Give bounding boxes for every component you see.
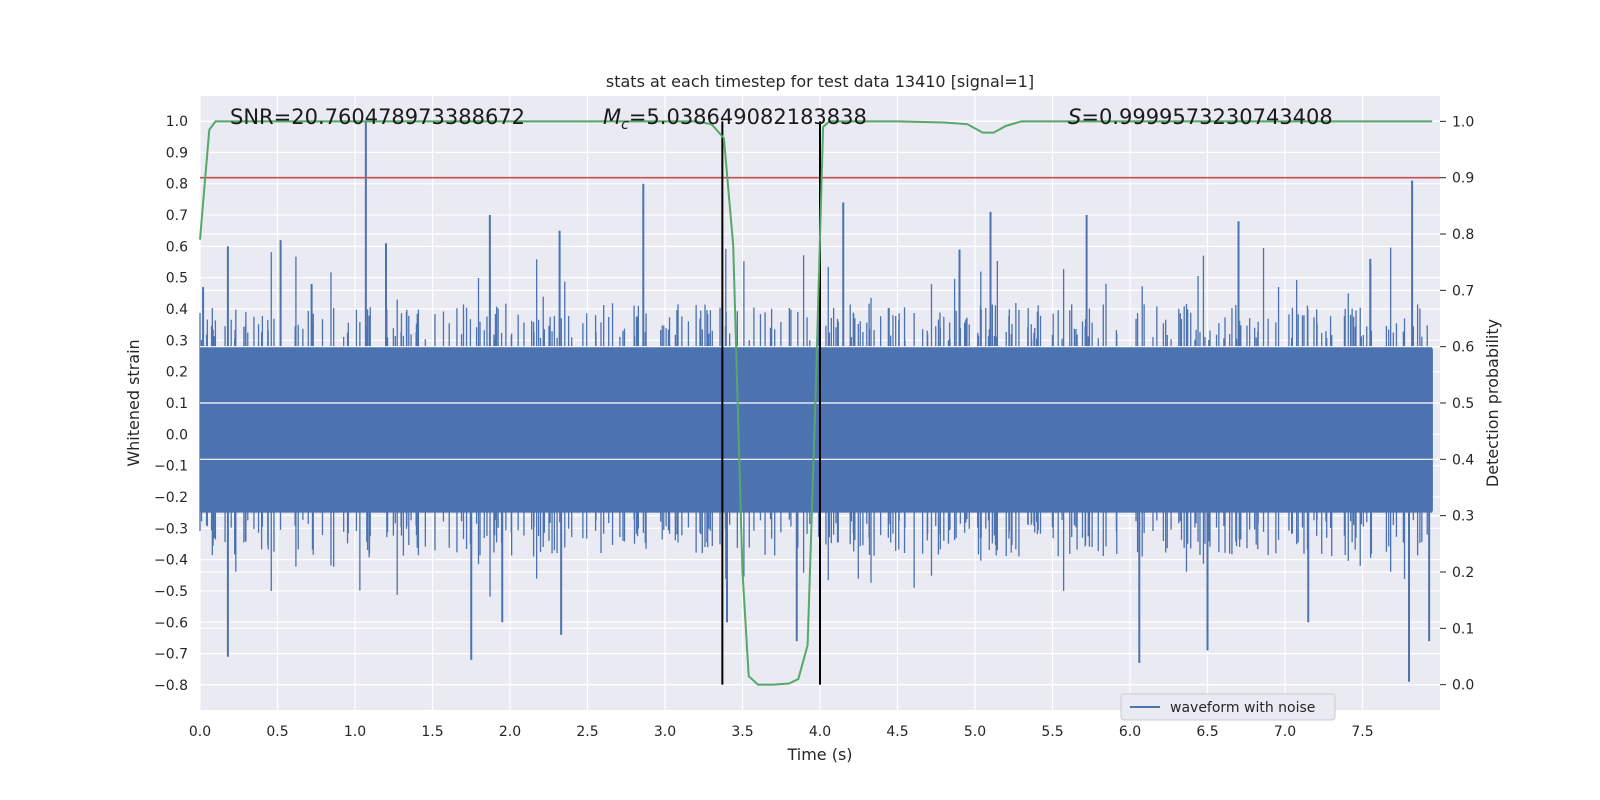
x-tick-label: 3.0 bbox=[654, 724, 676, 740]
score-annotation: S=0.9999573230743408 bbox=[1068, 105, 1333, 129]
y2-tick-label: 0.8 bbox=[1452, 227, 1474, 243]
y-tick-label: −0.2 bbox=[154, 490, 188, 506]
y-tick-label: 0.1 bbox=[166, 396, 188, 412]
y2-tick-label: 0.3 bbox=[1452, 509, 1474, 525]
x-tick-label: 2.5 bbox=[576, 724, 598, 740]
legend-label-waveform: waveform with noise bbox=[1170, 700, 1315, 716]
x-tick-label: 0.5 bbox=[266, 724, 288, 740]
y-tick-label: 0.7 bbox=[166, 208, 188, 224]
y-tick-label: 0.0 bbox=[166, 427, 188, 443]
x-tick-label: 4.5 bbox=[886, 724, 908, 740]
x-tick-label: 7.5 bbox=[1351, 724, 1373, 740]
y2-tick-label: 0.6 bbox=[1452, 340, 1474, 356]
y2-tick-label: 0.1 bbox=[1452, 621, 1474, 637]
chirp-mass-value: =5.038649082183838 bbox=[629, 105, 867, 129]
y-tick-label: −0.5 bbox=[154, 584, 188, 600]
x-tick-label: 2.0 bbox=[499, 724, 521, 740]
y-tick-label: 0.5 bbox=[166, 271, 188, 287]
x-tick-label: 5.0 bbox=[964, 724, 986, 740]
y-tick-label: −0.8 bbox=[154, 678, 188, 694]
y2-tick-label: 0.9 bbox=[1452, 171, 1474, 187]
y-tick-label: 1.0 bbox=[166, 114, 188, 130]
x-tick-label: 7.0 bbox=[1274, 724, 1296, 740]
score-value: =0.9999573230743408 bbox=[1081, 105, 1332, 129]
x-tick-label: 1.0 bbox=[344, 724, 366, 740]
y-tick-label: 0.8 bbox=[166, 177, 188, 193]
y-tick-label: −0.3 bbox=[154, 521, 188, 537]
y2-tick-label: 0.2 bbox=[1452, 565, 1474, 581]
y-tick-label: −0.7 bbox=[154, 647, 188, 663]
y2-axis-label: Detection probability bbox=[1483, 319, 1502, 487]
snr-annotation: SNR=20.760478973388672 bbox=[230, 105, 525, 129]
y-tick-label: 0.9 bbox=[166, 145, 188, 161]
y2-tick-label: 0.5 bbox=[1452, 396, 1474, 412]
x-tick-label: 1.5 bbox=[421, 724, 443, 740]
y-tick-label: −0.1 bbox=[154, 459, 188, 475]
y-tick-label: 0.3 bbox=[166, 333, 188, 349]
y2-tick-label: 0.7 bbox=[1452, 283, 1474, 299]
y2-tick-label: 0.0 bbox=[1452, 678, 1474, 694]
y2-tick-label: 0.4 bbox=[1452, 452, 1474, 468]
y-tick-label: 0.4 bbox=[166, 302, 188, 318]
x-axis-label: Time (s) bbox=[786, 745, 852, 764]
chart-title: stats at each timestep for test data 134… bbox=[606, 72, 1034, 91]
chirp-mass-annotation: Mc=5.038649082183838 bbox=[603, 105, 867, 133]
chirp-mass-symbol: M bbox=[603, 105, 621, 129]
x-tick-label: 6.5 bbox=[1196, 724, 1218, 740]
x-tick-label: 3.5 bbox=[731, 724, 753, 740]
x-tick-label: 6.0 bbox=[1119, 724, 1141, 740]
y-tick-label: 0.6 bbox=[166, 239, 188, 255]
legend-box bbox=[1120, 693, 1336, 721]
x-tick-label: 0.0 bbox=[189, 724, 211, 740]
score-symbol: S bbox=[1068, 105, 1081, 129]
tick-labels: 0.0 0.5 1.0 1.5 2.0 2.5 3.0 3.5 4.0 4.5 5.0 5.5 6.0 6… bbox=[154, 114, 1474, 740]
series-layer bbox=[199, 120, 1440, 686]
x-tick-label: 4.0 bbox=[809, 724, 831, 740]
x-tick-label: 5.5 bbox=[1041, 724, 1063, 740]
y2-tick-label: 1.0 bbox=[1452, 114, 1474, 130]
y-tick-label: 0.2 bbox=[166, 365, 188, 381]
y-tick-label: −0.6 bbox=[154, 615, 188, 631]
legend: waveform with noise bbox=[1120, 693, 1336, 721]
y-tick-label: −0.4 bbox=[154, 553, 188, 569]
chirp-mass-subscript: c bbox=[621, 117, 629, 133]
y-axis-label: Whitened strain bbox=[124, 339, 143, 466]
detection-probability-line bbox=[199, 120, 1433, 686]
